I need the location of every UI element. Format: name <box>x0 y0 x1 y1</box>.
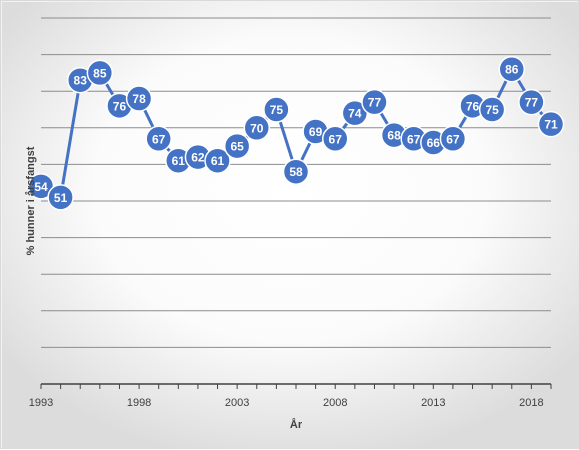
data-label: 76 <box>113 99 127 113</box>
data-point <box>282 158 310 185</box>
data-label: 70 <box>250 121 264 135</box>
data-point <box>518 88 545 116</box>
data-label: 86 <box>505 63 519 77</box>
data-label: 69 <box>309 125 323 139</box>
data-label: 62 <box>191 151 205 165</box>
data-point <box>321 125 349 153</box>
data-label: 67 <box>329 132 343 146</box>
data-label: 71 <box>544 118 558 132</box>
data-label: 68 <box>387 129 401 143</box>
data-point <box>439 125 467 153</box>
data-label: 61 <box>172 154 186 168</box>
data-label: 54 <box>34 180 48 194</box>
data-point <box>537 110 565 138</box>
data-point <box>125 85 153 112</box>
data-label: 67 <box>152 132 166 146</box>
data-label: 67 <box>407 132 421 146</box>
x-tick-label: 2003 <box>225 397 249 409</box>
data-label: 85 <box>93 66 107 80</box>
data-point <box>498 55 526 83</box>
x-tick-label: 2018 <box>519 397 543 409</box>
y-axis-label: % hunner i årsfangst <box>25 146 37 255</box>
data-label: 76 <box>466 99 480 113</box>
data-label: 67 <box>446 132 460 146</box>
data-label: 65 <box>230 140 244 154</box>
x-axis: 1993 1998 2003 2008 2013 2018 <box>29 383 552 409</box>
data-label: 77 <box>525 96 539 110</box>
data-point <box>263 96 290 123</box>
data-label: 66 <box>427 136 441 150</box>
data-point <box>478 96 506 123</box>
data-label: 83 <box>74 74 88 88</box>
x-tick-label: 1993 <box>29 397 53 409</box>
series: 54 51 83 85 76 78 67 61 62 61 65 70 75 58 69 67 74 77 68 67… <box>27 55 565 211</box>
data-label: 58 <box>289 165 303 179</box>
data-label: 61 <box>211 154 225 168</box>
x-tick-label: 2008 <box>323 397 347 409</box>
data-point <box>86 59 114 87</box>
data-point <box>243 114 271 142</box>
x-tick-label: 2013 <box>421 397 445 409</box>
data-point <box>361 88 388 116</box>
x-tick-label: 1998 <box>127 397 151 409</box>
data-label: 77 <box>368 96 382 110</box>
data-label: 75 <box>485 103 499 117</box>
data-label: 74 <box>348 107 362 121</box>
data-point <box>223 132 251 160</box>
data-label: 75 <box>270 103 284 117</box>
data-point <box>145 125 172 153</box>
data-point <box>47 184 74 211</box>
x-axis-label: År <box>290 418 303 431</box>
data-label: 78 <box>132 92 146 106</box>
data-label: 51 <box>54 191 68 205</box>
data-point <box>204 147 231 174</box>
